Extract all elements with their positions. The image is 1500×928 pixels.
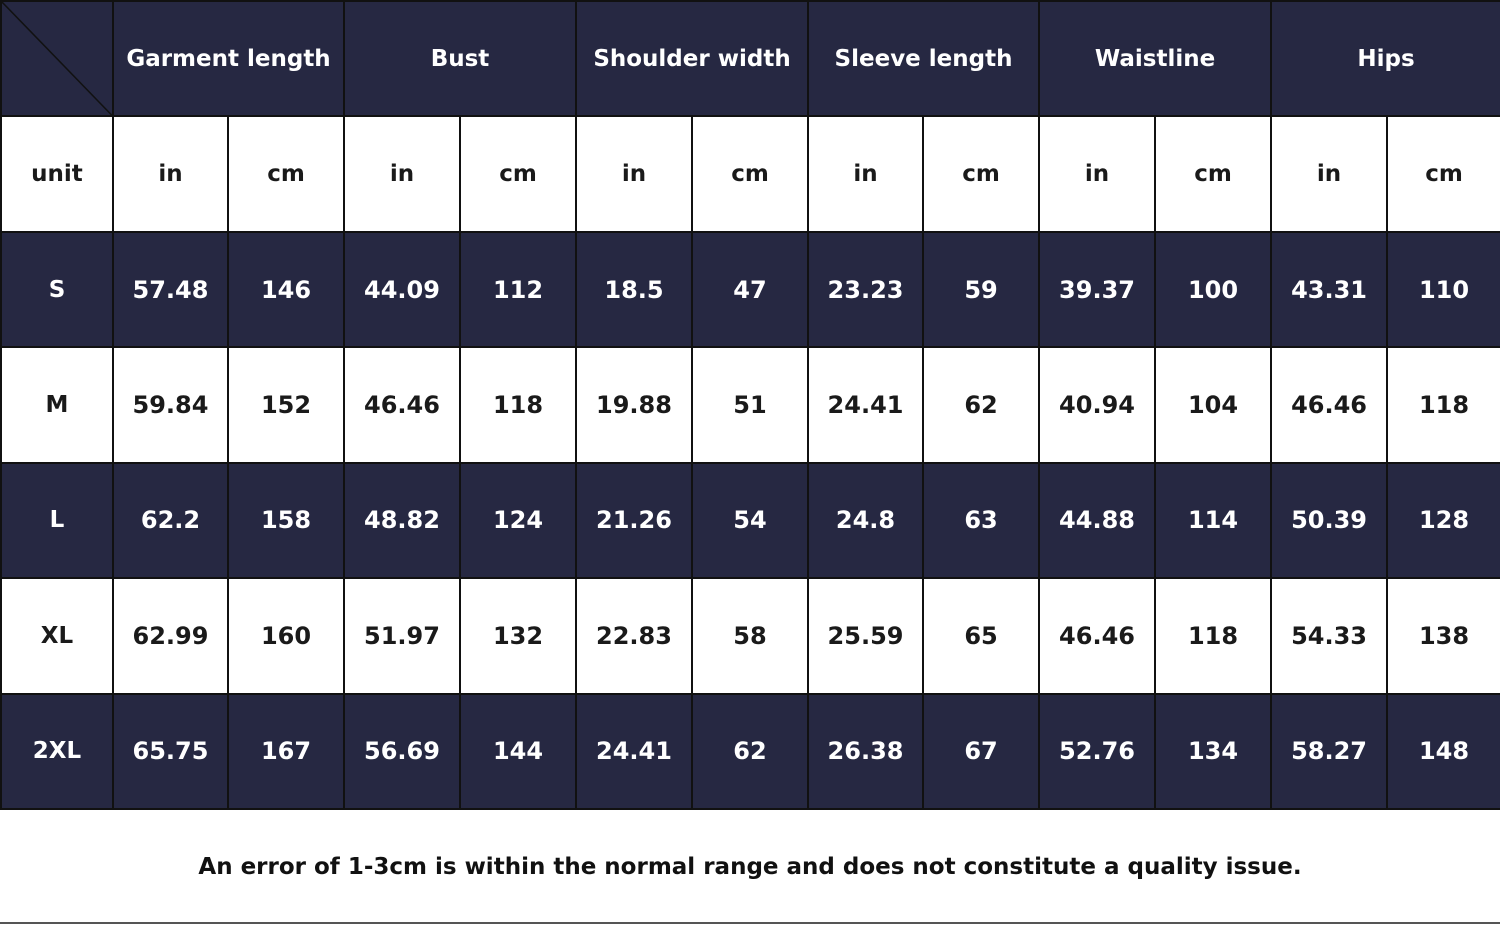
value-cell: 62 xyxy=(922,346,1041,464)
unit-cell: in xyxy=(112,115,229,233)
unit-cell: cm xyxy=(227,115,345,233)
unit-cell: cm xyxy=(459,115,577,233)
value-cell: 62.2 xyxy=(112,461,229,580)
unit-cell: in xyxy=(1270,115,1389,233)
unit-cell: cm xyxy=(690,115,810,233)
value-cell: 22.83 xyxy=(575,577,693,695)
value-cell: 114 xyxy=(1154,461,1273,580)
value-cell: 44.88 xyxy=(1038,461,1157,580)
unit-cell: in xyxy=(575,115,693,233)
value-cell: 118 xyxy=(1154,577,1273,695)
value-cell: 144 xyxy=(459,692,577,811)
value-cell: 62.99 xyxy=(112,577,229,695)
value-cell: 110 xyxy=(1386,230,1500,349)
value-cell: 158 xyxy=(227,461,345,580)
unit-cell: in xyxy=(1038,115,1157,233)
value-cell: 59.84 xyxy=(112,346,229,464)
value-cell: 65.75 xyxy=(112,692,229,811)
value-cell: 24.41 xyxy=(575,692,693,811)
value-cell: 57.48 xyxy=(112,230,229,349)
size-row-2xl: 2XL 65.75 167 56.69 144 24.41 62 26.38 6… xyxy=(0,692,1500,811)
value-cell: 104 xyxy=(1154,346,1273,464)
unit-cell: in xyxy=(807,115,925,233)
value-cell: 23.23 xyxy=(807,230,925,349)
value-cell: 58.27 xyxy=(1270,692,1389,811)
value-cell: 18.5 xyxy=(575,230,693,349)
value-cell: 48.82 xyxy=(343,461,461,580)
header-waistline: Waistline xyxy=(1038,0,1273,118)
value-cell: 160 xyxy=(227,577,345,695)
value-cell: 51 xyxy=(690,346,810,464)
value-cell: 124 xyxy=(459,461,577,580)
header-sleeve-length: Sleeve length xyxy=(807,0,1041,118)
value-cell: 100 xyxy=(1154,230,1273,349)
value-cell: 54 xyxy=(690,461,810,580)
value-cell: 26.38 xyxy=(807,692,925,811)
value-cell: 24.41 xyxy=(807,346,925,464)
value-cell: 24.8 xyxy=(807,461,925,580)
value-cell: 63 xyxy=(922,461,1041,580)
value-cell: 46.46 xyxy=(1270,346,1389,464)
value-cell: 21.26 xyxy=(575,461,693,580)
value-cell: 58 xyxy=(690,577,810,695)
size-label: M xyxy=(0,346,114,464)
value-cell: 167 xyxy=(227,692,345,811)
size-row-s: S 57.48 146 44.09 112 18.5 47 23.23 59 3… xyxy=(0,230,1500,349)
value-cell: 134 xyxy=(1154,692,1273,811)
size-row-l: L 62.2 158 48.82 124 21.26 54 24.8 63 44… xyxy=(0,461,1500,580)
value-cell: 40.94 xyxy=(1038,346,1157,464)
value-cell: 138 xyxy=(1386,577,1500,695)
size-label: 2XL xyxy=(0,692,114,811)
value-cell: 62 xyxy=(690,692,810,811)
corner-cell xyxy=(0,0,114,118)
header-hips: Hips xyxy=(1270,0,1500,118)
value-cell: 128 xyxy=(1386,461,1500,580)
value-cell: 118 xyxy=(459,346,577,464)
unit-cell: in xyxy=(343,115,461,233)
value-cell: 54.33 xyxy=(1270,577,1389,695)
value-cell: 118 xyxy=(1386,346,1500,464)
unit-cell: cm xyxy=(922,115,1041,233)
value-cell: 132 xyxy=(459,577,577,695)
value-cell: 46.46 xyxy=(1038,577,1157,695)
value-cell: 46.46 xyxy=(343,346,461,464)
size-row-xl: XL 62.99 160 51.97 132 22.83 58 25.59 65… xyxy=(0,577,1500,695)
size-label: L xyxy=(0,461,114,580)
value-cell: 47 xyxy=(690,230,810,349)
value-cell: 43.31 xyxy=(1270,230,1389,349)
size-chart-table: Garment length Bust Shoulder width Sleev… xyxy=(0,0,1500,811)
size-label: XL xyxy=(0,577,114,695)
value-cell: 25.59 xyxy=(807,577,925,695)
value-cell: 19.88 xyxy=(575,346,693,464)
header-row: Garment length Bust Shoulder width Sleev… xyxy=(0,0,1500,118)
unit-cell: cm xyxy=(1154,115,1273,233)
unit-cell: cm xyxy=(1386,115,1500,233)
diagonal-line-icon xyxy=(2,2,112,115)
value-cell: 65 xyxy=(922,577,1041,695)
header-bust: Bust xyxy=(343,0,577,118)
unit-label: unit xyxy=(0,115,114,233)
value-cell: 39.37 xyxy=(1038,230,1157,349)
unit-row: unit in cm in cm in cm in cm in cm in cm xyxy=(0,115,1500,233)
size-label: S xyxy=(0,230,114,349)
value-cell: 148 xyxy=(1386,692,1500,811)
value-cell: 59 xyxy=(922,230,1041,349)
header-garment-length: Garment length xyxy=(112,0,345,118)
value-cell: 152 xyxy=(227,346,345,464)
value-cell: 56.69 xyxy=(343,692,461,811)
value-cell: 52.76 xyxy=(1038,692,1157,811)
size-row-m: M 59.84 152 46.46 118 19.88 51 24.41 62 … xyxy=(0,346,1500,464)
value-cell: 44.09 xyxy=(343,230,461,349)
value-cell: 50.39 xyxy=(1270,461,1389,580)
header-shoulder-width: Shoulder width xyxy=(574,0,810,118)
footer-note: An error of 1-3cm is within the normal r… xyxy=(0,812,1500,924)
value-cell: 146 xyxy=(227,230,345,349)
value-cell: 67 xyxy=(922,692,1041,811)
value-cell: 112 xyxy=(459,230,577,349)
value-cell: 51.97 xyxy=(343,577,461,695)
